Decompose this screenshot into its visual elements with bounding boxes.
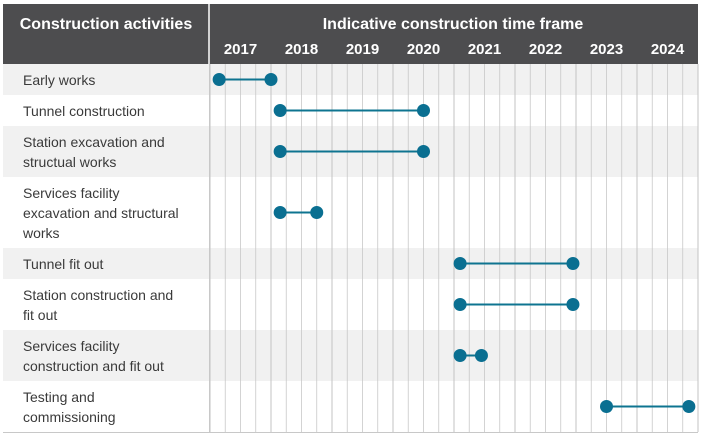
year-tick-label: 2019 [346,41,379,58]
activity-label: structual works [23,154,116,170]
end-marker [417,145,430,158]
year-tick-labels: 2017 2018 2019 2020 2021 2022 2023 2024 [224,41,685,58]
activity-label: Services facility [23,338,119,354]
activity-label: Services facility [23,185,119,201]
activity-label: Station construction and [23,287,173,303]
timeline-gridlines [209,64,699,432]
activity-label: Early works [23,72,95,88]
start-marker [453,257,467,270]
start-marker [273,104,287,117]
activity-label: fit out [23,307,57,323]
activity-label: commissioning [23,409,116,425]
row-background [3,64,698,95]
end-marker [566,298,580,311]
start-marker [453,349,467,362]
start-marker [273,206,287,219]
end-marker [682,400,696,413]
header-bar [3,4,698,64]
year-tick-label: 2020 [407,41,440,58]
year-tick-label: 2024 [651,41,685,58]
activity-label: construction and fit out [23,358,164,374]
activity-bars [212,73,696,413]
activity-label: works [22,225,60,241]
timeframe-title: Indicative construction time frame [323,16,584,33]
row-background [3,381,698,432]
year-tick-label: 2021 [468,41,501,58]
activity-label: Station excavation and [23,134,165,150]
row-background [3,330,698,381]
row-background [3,248,698,279]
start-marker [273,145,287,158]
year-tick-label: 2017 [224,41,257,58]
activities-column-title: Construction activities [20,16,193,33]
year-tick-label: 2022 [529,41,562,58]
activity-labels: Early works Tunnel construction Station ex… [22,72,179,425]
end-marker [417,104,430,117]
activity-label: Testing and [23,389,95,405]
year-tick-label: 2018 [285,41,318,58]
activity-label: Tunnel construction [23,103,145,119]
end-marker [474,349,488,362]
row-background [3,177,698,248]
year-tick-label: 2023 [590,41,623,58]
end-marker [566,257,580,270]
end-marker [310,206,324,219]
row-backgrounds [3,64,698,432]
start-marker [600,400,613,413]
activity-label: excavation and structural [23,205,179,221]
row-background [3,279,698,330]
activity-label: Tunnel fit out [23,256,104,272]
end-marker [264,73,278,86]
start-marker [212,73,226,86]
start-marker [453,298,467,311]
